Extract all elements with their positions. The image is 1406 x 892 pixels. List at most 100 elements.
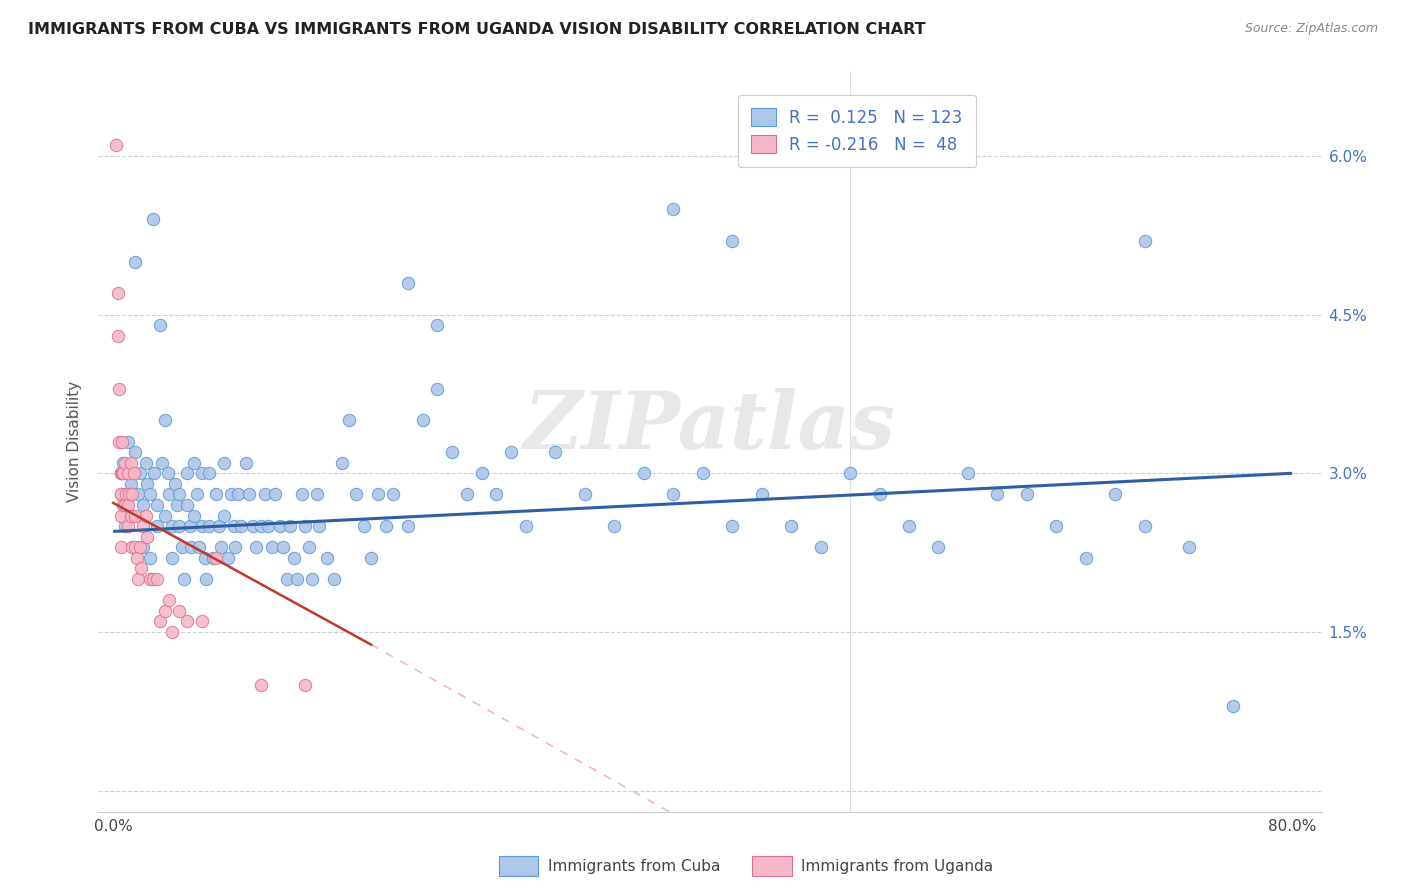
Point	[198, 467, 221, 481]
Point	[128, 467, 150, 481]
Point	[780, 519, 803, 533]
Point	[315, 550, 337, 565]
Point	[176, 467, 198, 481]
Text: Immigrants from Cuba: Immigrants from Cuba	[548, 859, 721, 873]
Point	[603, 519, 626, 533]
Point	[344, 487, 367, 501]
Point	[190, 467, 212, 481]
Point	[107, 286, 129, 301]
Text: Source: ZipAtlas.com: Source: ZipAtlas.com	[1244, 22, 1378, 36]
Text: ZIPatlas: ZIPatlas	[524, 388, 896, 466]
Point	[367, 487, 389, 501]
Point	[1015, 487, 1038, 501]
Point	[426, 318, 449, 333]
Point	[150, 456, 173, 470]
Point	[721, 519, 744, 533]
Point	[117, 498, 139, 512]
Point	[264, 487, 287, 501]
Text: Immigrants from Uganda: Immigrants from Uganda	[801, 859, 994, 873]
Point	[294, 519, 316, 533]
Point	[810, 541, 832, 555]
Point	[115, 487, 138, 501]
Point	[298, 541, 321, 555]
Point	[125, 550, 148, 565]
Point	[301, 572, 323, 586]
Point	[157, 593, 180, 607]
Point	[242, 519, 264, 533]
Point	[149, 615, 172, 629]
Point	[330, 456, 353, 470]
Point	[149, 318, 172, 333]
Point	[217, 550, 239, 565]
Point	[108, 434, 131, 449]
Point	[869, 487, 891, 501]
Point	[287, 572, 309, 586]
Point	[212, 456, 235, 470]
Point	[153, 413, 176, 427]
Point	[1045, 519, 1067, 533]
Point	[426, 382, 449, 396]
Point	[118, 487, 141, 501]
Point	[127, 487, 149, 501]
Point	[142, 212, 165, 227]
Point	[499, 445, 522, 459]
Point	[129, 561, 152, 575]
Point	[228, 487, 250, 501]
Point	[291, 487, 314, 501]
Point	[249, 519, 271, 533]
Point	[114, 519, 136, 533]
Point	[195, 572, 218, 586]
Point	[305, 487, 328, 501]
Point	[146, 498, 169, 512]
Point	[135, 456, 157, 470]
Point	[662, 487, 685, 501]
Point	[209, 541, 232, 555]
Point	[111, 467, 134, 481]
Point	[153, 508, 176, 523]
Point	[139, 572, 162, 586]
Point	[124, 541, 146, 555]
Point	[169, 604, 191, 618]
Point	[110, 541, 132, 555]
Point	[205, 550, 228, 565]
Point	[231, 519, 253, 533]
Point	[633, 467, 655, 481]
Point	[262, 541, 284, 555]
Point	[136, 476, 159, 491]
Point	[544, 445, 567, 459]
Point	[190, 519, 212, 533]
Point	[323, 572, 346, 586]
Point	[173, 572, 195, 586]
Point	[110, 508, 132, 523]
Point	[1178, 541, 1201, 555]
Point	[127, 572, 149, 586]
Point	[202, 550, 225, 565]
Point	[156, 467, 179, 481]
Point	[122, 467, 145, 481]
Point	[412, 413, 434, 427]
Point	[112, 498, 135, 512]
Point	[574, 487, 596, 501]
Point	[183, 508, 205, 523]
Point	[180, 541, 202, 555]
Point	[1074, 550, 1097, 565]
Point	[1133, 519, 1156, 533]
Point	[253, 487, 276, 501]
Point	[898, 519, 921, 533]
Point	[128, 541, 150, 555]
Point	[249, 678, 271, 692]
Point	[139, 550, 162, 565]
Point	[276, 572, 298, 586]
Point	[1222, 698, 1244, 713]
Point	[121, 508, 143, 523]
Point	[146, 519, 169, 533]
Point	[131, 519, 153, 533]
Point	[107, 328, 129, 343]
Y-axis label: Vision Disability: Vision Disability	[67, 381, 83, 502]
Point	[374, 519, 396, 533]
Point	[108, 382, 131, 396]
Point	[114, 456, 136, 470]
Point	[186, 487, 208, 501]
Point	[471, 467, 494, 481]
Point	[176, 615, 198, 629]
